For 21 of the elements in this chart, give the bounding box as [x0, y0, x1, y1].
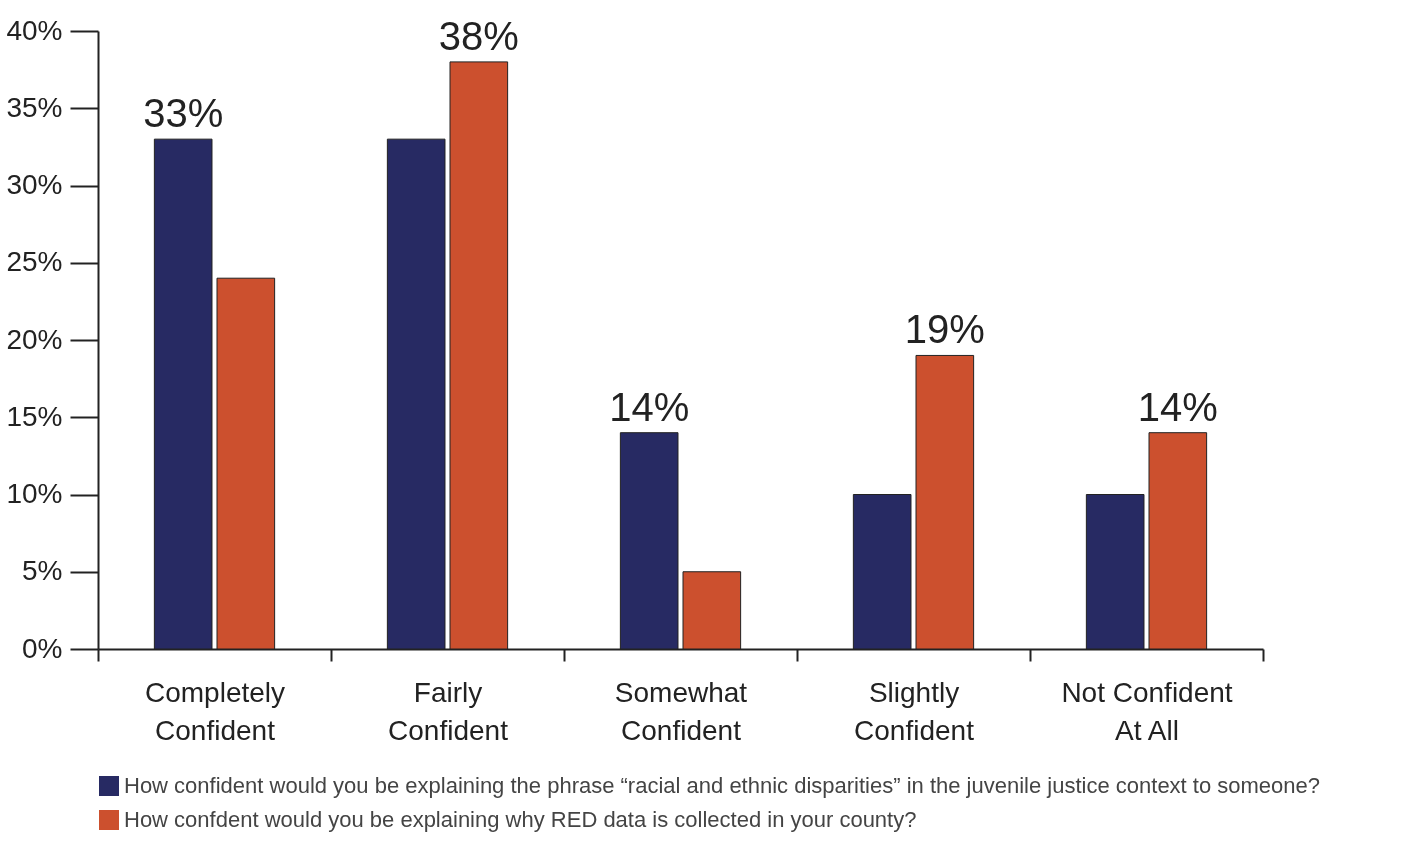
data-label: 19%	[904, 307, 985, 352]
x-tick-label: Fairly Confident	[388, 676, 509, 746]
data-label: 14%	[1137, 384, 1218, 429]
x-tick-label: Not Confident At All	[1061, 676, 1233, 746]
y-tick-label: 15%	[6, 400, 63, 432]
data-label: 33%	[143, 91, 224, 136]
y-tick-label: 20%	[6, 323, 63, 355]
x-tick-label: Completely Confident	[144, 676, 286, 746]
y-tick-label: 35%	[6, 91, 63, 123]
y-tick-label: 0%	[22, 632, 63, 664]
y-tick-label: 25%	[6, 246, 63, 278]
data-label: 14%	[609, 384, 690, 429]
data-label: 38%	[438, 13, 519, 58]
x-tick-label: Slightly Confident	[854, 676, 975, 746]
y-tick-label: 5%	[22, 555, 63, 587]
y-tick-label: 30%	[6, 169, 63, 200]
x-tick-label: Somewhat Confident	[614, 676, 748, 746]
y-tick-label: 10%	[6, 478, 63, 509]
legend-label: How confident would you be explaining the phrase “racial and ethnic disparities” in the juvenile justice context to someone?	[124, 773, 1321, 798]
legend-label: How confdent would you be explaining why RED data is collected in your county?	[124, 807, 917, 832]
y-tick-label: 40%	[6, 14, 63, 46]
